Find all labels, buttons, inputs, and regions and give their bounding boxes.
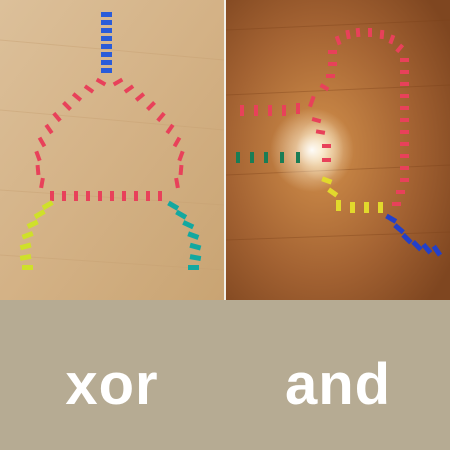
xor-label: xor [65, 351, 159, 417]
and-label: and [284, 351, 392, 417]
red-domino-loop [240, 27, 409, 206]
panel-divider [224, 0, 226, 300]
green-domino-input [236, 152, 300, 163]
xor-domino-photo [0, 0, 224, 300]
blue-domino-input [101, 12, 112, 73]
yellow-domino-output [321, 176, 383, 213]
and-domino-photo [226, 0, 450, 300]
blue-domino-output [385, 213, 443, 257]
teal-domino-output [167, 200, 202, 270]
red-domino-ring [34, 77, 185, 201]
yellow-domino-output [19, 200, 54, 270]
